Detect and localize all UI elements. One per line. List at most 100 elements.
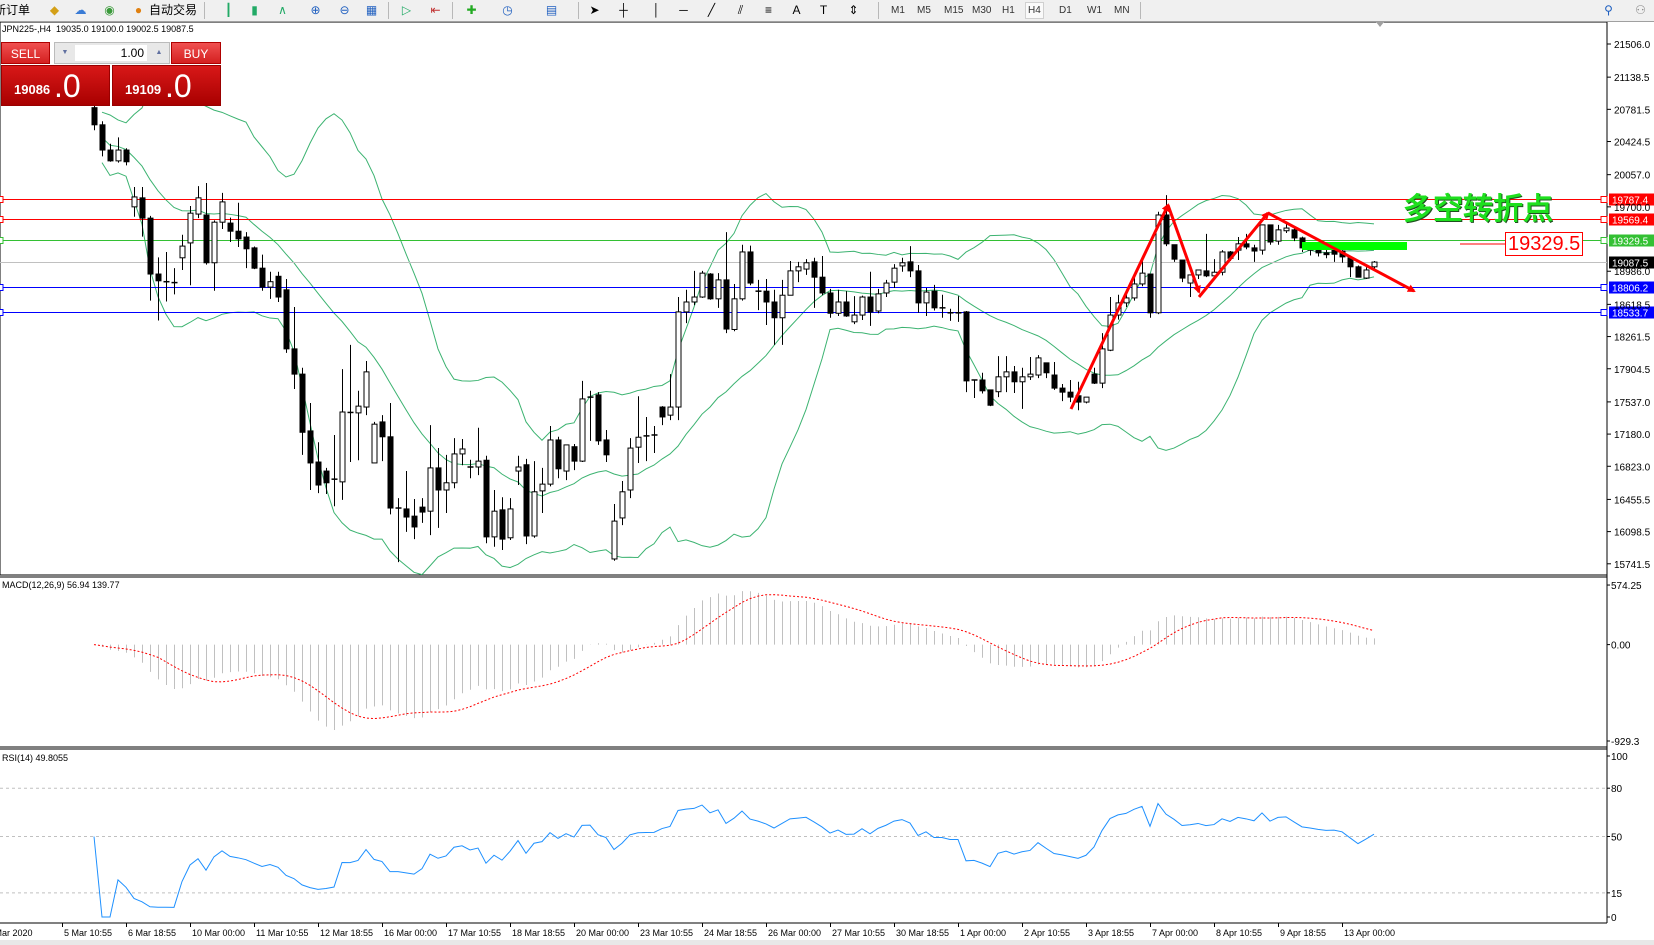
candle-body bbox=[795, 266, 802, 272]
trendline-icon[interactable]: ╱ bbox=[707, 3, 716, 17]
text-label-icon[interactable]: T bbox=[819, 3, 828, 17]
arrow-up-1[interactable] bbox=[1069, 203, 1170, 410]
crosshair-icon[interactable]: ┼ bbox=[619, 3, 628, 17]
cloud-icon[interactable]: ☁ bbox=[74, 3, 87, 17]
candle-body bbox=[883, 282, 890, 294]
candle bbox=[139, 187, 146, 237]
candle bbox=[419, 498, 426, 523]
cursor-icon[interactable]: ➤ bbox=[589, 3, 600, 17]
timeframe-d1[interactable]: D1 bbox=[1059, 5, 1072, 16]
auto-trading-button[interactable]: 自动交易 bbox=[149, 3, 198, 17]
candlestick-chart-icon[interactable]: ▮ bbox=[251, 3, 258, 17]
candle bbox=[131, 187, 138, 217]
auto-trading-icon[interactable]: ● bbox=[134, 3, 143, 17]
candle-body bbox=[731, 298, 738, 330]
candle bbox=[275, 271, 282, 302]
candle bbox=[195, 186, 202, 219]
candle bbox=[787, 260, 794, 296]
indicator-axes: 574.25 0.00 -929.3 100 80 50 15 0 bbox=[1607, 581, 1642, 924]
candle bbox=[123, 148, 130, 166]
lot-size-input[interactable]: 1.00 bbox=[75, 45, 147, 61]
lot-decrease-icon[interactable]: ▼ bbox=[61, 49, 69, 56]
candle bbox=[1331, 249, 1338, 262]
level-handle[interactable] bbox=[0, 309, 4, 316]
level-handle[interactable] bbox=[1600, 284, 1608, 291]
candle-body bbox=[371, 423, 378, 464]
templates-icon[interactable]: ▤ bbox=[545, 3, 558, 17]
candle bbox=[563, 444, 570, 481]
sell-button[interactable]: SELL bbox=[1, 42, 50, 64]
signal-icon[interactable]: ◉ bbox=[104, 3, 115, 17]
arrow-up-2[interactable] bbox=[1197, 211, 1270, 298]
candle bbox=[1043, 362, 1050, 379]
history-center-icon[interactable]: ◆ bbox=[49, 3, 60, 17]
bollinger-bands bbox=[101, 84, 1375, 575]
candle-body bbox=[307, 430, 314, 464]
buy-price-button[interactable]: 19109 .0 bbox=[112, 65, 221, 106]
candle bbox=[267, 271, 274, 299]
candle bbox=[1027, 356, 1034, 380]
time-axis-label: 13 Apr 00:00 bbox=[1344, 928, 1395, 938]
arrows-icon[interactable]: ⇕ bbox=[848, 3, 859, 17]
autoscroll-icon[interactable]: ▷ bbox=[401, 3, 412, 17]
turning-point-annotation[interactable]: 多空转折点 bbox=[1403, 192, 1553, 227]
timeframe-m5[interactable]: M5 bbox=[917, 5, 931, 16]
candles bbox=[91, 100, 1378, 563]
fibonacci-icon[interactable]: ≡ bbox=[764, 3, 772, 17]
timeframe-m30[interactable]: M30 bbox=[972, 5, 992, 16]
timeframe-h1[interactable]: H1 bbox=[1002, 5, 1015, 16]
arrow-down-1[interactable] bbox=[1166, 204, 1201, 294]
candle bbox=[395, 498, 402, 563]
level-handle[interactable] bbox=[1600, 196, 1608, 203]
time-axis-label: 24 Mar 18:55 bbox=[704, 928, 757, 938]
level-handle[interactable] bbox=[1600, 237, 1608, 244]
candle-body bbox=[995, 376, 1002, 393]
text-icon[interactable]: A bbox=[792, 3, 801, 17]
zoom-out-icon[interactable]: ⊖ bbox=[339, 3, 350, 17]
rsi-line bbox=[93, 802, 1375, 918]
bollinger-upper-band bbox=[101, 84, 1375, 441]
lot-increase-icon[interactable]: ▲ bbox=[155, 49, 163, 56]
level-handle[interactable] bbox=[0, 216, 4, 223]
candle bbox=[939, 294, 946, 318]
level-handle[interactable] bbox=[1600, 216, 1608, 223]
status-strip bbox=[0, 940, 1654, 945]
periods-icon[interactable]: ◷ bbox=[502, 3, 513, 17]
level-handle[interactable] bbox=[0, 284, 4, 291]
price-label-annotation[interactable]: 19329.5 bbox=[1505, 232, 1584, 256]
candle bbox=[947, 308, 954, 321]
lot-size-stepper[interactable]: ▼ 1.00 ▲ bbox=[54, 42, 170, 64]
timeframe-m15[interactable]: M15 bbox=[944, 5, 964, 16]
chart-shift-marker-icon[interactable] bbox=[1376, 22, 1384, 27]
vertical-line-icon[interactable]: │ bbox=[652, 3, 661, 17]
equidistant-channel-icon[interactable]: ⫽ bbox=[737, 3, 744, 17]
level-handle[interactable] bbox=[1600, 309, 1608, 316]
candle-body bbox=[419, 506, 426, 513]
indicators-icon[interactable]: ✚ bbox=[466, 3, 477, 17]
level-handle[interactable] bbox=[0, 237, 4, 244]
level-handle[interactable] bbox=[0, 196, 4, 203]
horizontal-line-icon[interactable]: ─ bbox=[679, 3, 688, 17]
time-axis-label: 12 Mar 18:55 bbox=[320, 928, 373, 938]
search-icon[interactable]: ⚲ bbox=[1604, 3, 1613, 17]
chart-shift-icon[interactable]: ⇤ bbox=[430, 3, 441, 17]
bar-chart-icon[interactable]: ┃ bbox=[224, 3, 233, 17]
tile-windows-icon[interactable]: ▦ bbox=[365, 3, 378, 17]
candle bbox=[427, 425, 434, 536]
new-order-button[interactable]: 新订单 bbox=[0, 3, 31, 17]
candle-body bbox=[683, 301, 690, 313]
timeframe-w1[interactable]: W1 bbox=[1087, 5, 1102, 16]
timeframe-mn[interactable]: MN bbox=[1114, 5, 1130, 16]
community-icon[interactable]: ⚇ bbox=[1635, 3, 1646, 17]
zoom-in-icon[interactable]: ⊕ bbox=[310, 3, 321, 17]
sell-price-button[interactable]: 19086 .0 bbox=[1, 65, 110, 106]
timeframe-h4[interactable]: H4 bbox=[1025, 2, 1044, 19]
arrow-down-2[interactable] bbox=[1267, 211, 1416, 293]
buy-button[interactable]: BUY bbox=[171, 42, 221, 64]
candle bbox=[539, 467, 546, 513]
green-zone-rectangle[interactable] bbox=[1302, 242, 1407, 250]
zigzag-annotation[interactable] bbox=[1069, 203, 1416, 410]
line-chart-icon[interactable]: ∧ bbox=[278, 3, 287, 17]
timeframe-m1[interactable]: M1 bbox=[891, 5, 905, 16]
